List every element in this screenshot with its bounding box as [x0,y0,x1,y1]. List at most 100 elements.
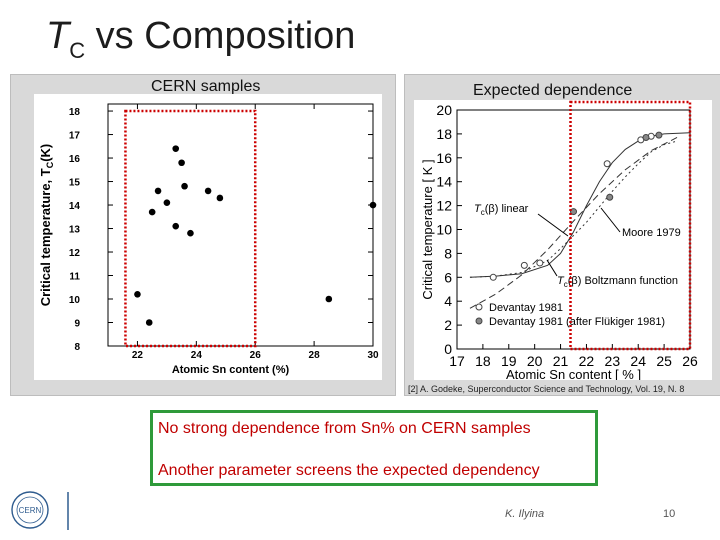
data-point [178,159,185,167]
filled-data-point [655,131,663,139]
note-line-1: No strong dependence from Sn% on CERN sa… [158,420,531,437]
y-tick-label: 8 [444,245,452,261]
y-tick-label: 14 [436,174,452,190]
x-tick-label: 24 [630,353,646,369]
annotation-arrow [537,213,569,237]
linear-annotation-main: T [474,203,482,215]
legend-entry: Devantay 1981 [489,302,563,314]
conclusion-box: No strong dependence from Sn% on CERN sa… [150,410,598,486]
filled-data-point [606,193,614,201]
annotation-arrow [546,259,558,277]
y-tick-label: 8 [74,342,80,353]
y-axis-label-sub: C [45,161,55,168]
boltzmann-annotation-main: T [557,275,565,287]
filled-data-point [642,133,650,141]
data-point [369,201,377,209]
title-rest: vs Composition [85,15,356,57]
y-tick-label: 20 [436,102,452,118]
filled-data-point [570,208,577,216]
y-tick-label: 18 [69,107,81,118]
series-line [469,140,678,278]
legend-entry: Devantay 1981 (after Flükiger 1981) [489,316,665,328]
open-data-point [489,273,497,281]
data-point [216,194,224,202]
y-tick-label: 16 [436,150,452,166]
x-tick-label: 21 [553,353,569,369]
y-tick-label: 13 [69,225,81,236]
x-tick-label: 26 [250,350,262,361]
highlight-box [124,109,257,348]
x-tick-label: 24 [191,350,203,361]
x-tick-label: 20 [527,353,543,369]
page-number: 10 [663,508,676,520]
cern-samples-label: CERN samples [151,78,261,95]
y-axis-label: Critical temperature [ K ] [420,159,435,299]
cern-logo-icon: CERN [11,491,69,530]
slide-title: TC vs Composition [46,14,355,63]
linear-annotation-rest: (β) linear [485,203,529,215]
data-point [154,187,162,195]
cern-logo-text: CERN [19,506,42,515]
x-tick-label: 22 [132,350,144,361]
y-axis-label: Critical temperature, TC(K) [38,144,55,307]
y-tick-label: 0 [444,341,452,357]
data-point [134,291,141,298]
annotation-arrow [600,207,621,233]
y-tick-label: 10 [436,222,452,238]
x-tick-label: 28 [309,350,321,361]
y-tick-label: 12 [69,248,81,259]
x-axis-label: Atomic Sn content [ % ] [506,367,641,380]
data-point [181,182,188,190]
reference-citation: [2] A. Godeke, Superconductor Science an… [408,384,685,394]
x-tick-label: 26 [682,353,698,369]
moore-annotation: Moore 1979 [622,227,681,239]
y-tick-label: 16 [69,154,81,165]
expected-dependence-chart: 17 18 19 20 21 22 23 24 25 2602468101214161820Ato… [414,100,712,380]
x-tick-label: 19 [501,353,517,369]
y-tick-label: 10 [69,295,81,306]
x-tick-label: 17 [449,353,465,369]
y-tick-label: 11 [69,272,80,283]
data-point [325,295,333,303]
y-tick-label: 14 [69,201,81,212]
data-point [187,229,194,237]
y-tick-label: 18 [436,126,452,142]
y-tick-label: 6 [444,269,452,285]
note-line-2: Another parameter screens the expected d… [158,462,540,479]
series-line [469,137,678,309]
legend-marker [475,303,483,311]
data-point [148,208,156,216]
x-tick-label: 25 [656,353,672,369]
y-tick-label: 17 [69,131,81,142]
data-point [172,145,180,152]
expected-dependence-label: Expected dependence [473,82,633,99]
data-point [172,222,180,230]
y-axis-label-main: Critical temperature, T [38,168,53,306]
data-point [145,319,153,326]
y-tick-label: 2 [444,317,452,333]
y-tick-label: 4 [444,293,452,309]
title-t: T [46,15,70,57]
cern-scatter-chart: 22 24 26 28 30 8 9 10 11 12 13 14 15 16 17 18 Atomic Sn … [34,94,382,380]
x-axis-label: Atomic Sn content (%) [172,364,290,376]
highlight-box [569,100,692,351]
author-name: K. Ilyina [505,508,545,520]
y-tick-label: 12 [436,198,452,214]
data-point [163,199,171,206]
x-tick-label: 22 [579,353,595,369]
x-tick-label: 18 [475,353,491,369]
linear-annotation-sub: c [481,208,485,217]
open-data-point [603,160,611,168]
plot-background [34,94,382,380]
boltzmann-annotation-sub: c [564,280,568,289]
plot-frame [107,103,374,347]
plot-background [414,100,712,380]
boltzmann-annotation: Tc(β) Boltzmann function [557,275,678,289]
title-subscript: C [69,38,86,63]
legend-marker [475,317,483,325]
x-tick-label: 30 [367,350,379,361]
data-point [204,187,212,195]
open-data-point [536,259,544,267]
boltzmann-annotation-rest: (β) Boltzmann function [568,275,678,287]
y-tick-label: 15 [69,178,81,189]
